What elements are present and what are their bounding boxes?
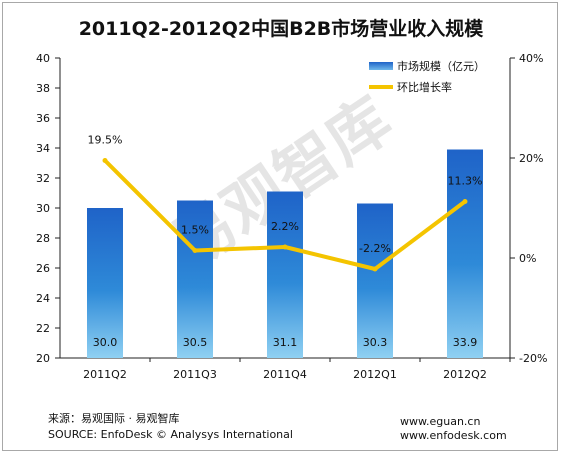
y-right-tick-label: 0% [519, 252, 536, 265]
y-left-tick-label: 28 [36, 232, 50, 245]
growth-rate-label: 11.3% [448, 175, 483, 188]
growth-rate-label: -2.2% [359, 242, 391, 255]
bar-value-label: 30.5 [183, 336, 208, 349]
chart-title: 2011Q2-2012Q2中国B2B市场营业收入规模 [78, 18, 484, 40]
growth-rate-label: 19.5% [88, 134, 123, 147]
y-right-tick-label: 40% [519, 52, 543, 65]
x-tick-label: 2011Q2 [83, 368, 127, 381]
x-tick-label: 2011Q4 [263, 368, 307, 381]
y-left-tick-label: 40 [36, 52, 50, 65]
legend-bar-swatch [369, 62, 393, 70]
y-left-tick-label: 20 [36, 352, 50, 365]
bar [447, 149, 483, 358]
source-url-2: www.enfodesk.com [400, 429, 507, 442]
y-left-tick-label: 30 [36, 202, 50, 215]
y-left-tick-label: 26 [36, 262, 50, 275]
growth-rate-point [372, 266, 378, 272]
y-left-tick-label: 38 [36, 82, 50, 95]
y-left-tick-label: 36 [36, 112, 50, 125]
y-left-tick-label: 24 [36, 292, 50, 305]
y-right-tick-label: -20% [519, 352, 547, 365]
x-tick-label: 2011Q3 [173, 368, 217, 381]
y-left-tick-label: 32 [36, 172, 50, 185]
bar [267, 191, 303, 358]
growth-rate-point [282, 244, 288, 250]
bar-value-label: 30.0 [93, 336, 118, 349]
y-left-tick-label: 34 [36, 142, 50, 155]
legend-bar-label: 市场规模（亿元） [397, 59, 485, 73]
x-tick-label: 2012Q1 [353, 368, 397, 381]
growth-rate-label: 1.5% [181, 224, 209, 237]
bar [87, 208, 123, 358]
bar-value-label: 33.9 [453, 336, 478, 349]
bar [177, 200, 213, 358]
y-left-tick-label: 22 [36, 322, 50, 335]
growth-rate-label: 2.2% [271, 220, 299, 233]
y-right-tick-label: 20% [519, 152, 543, 165]
source-line-2: SOURCE: EnfoDesk © Analysys Internationa… [48, 428, 293, 441]
legend-line-label: 环比增长率 [397, 80, 452, 94]
source-line-1: 来源：易观国际 · 易观智库 [48, 412, 180, 425]
source-url-1: www.eguan.cn [400, 415, 481, 428]
x-tick-label: 2012Q2 [443, 368, 487, 381]
growth-rate-point [102, 158, 108, 163]
growth-rate-point [462, 199, 468, 204]
chart-frame [2, 2, 558, 451]
growth-rate-point [192, 248, 198, 253]
bar [357, 203, 393, 358]
bar-value-label: 30.3 [363, 336, 388, 349]
bar-value-label: 31.1 [273, 336, 298, 349]
